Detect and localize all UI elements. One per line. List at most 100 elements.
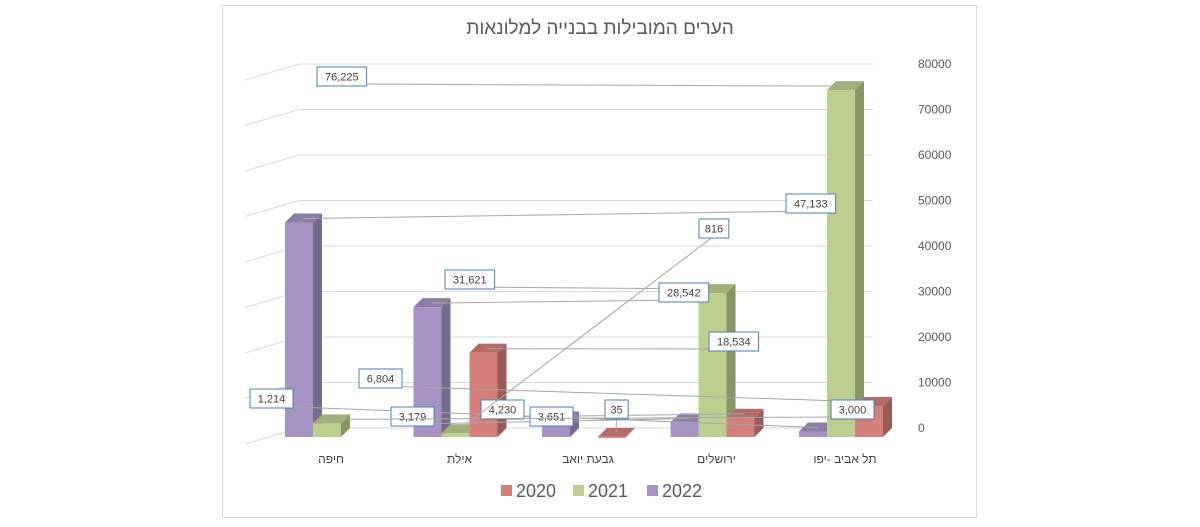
data-label-box <box>708 331 760 352</box>
category-label: חיפה <box>318 452 344 466</box>
legend-item: 2022 <box>647 481 702 501</box>
category-label: ירושלים <box>697 452 736 466</box>
bar-front <box>670 422 699 437</box>
data-label-box <box>529 406 574 427</box>
data-label-box <box>830 399 875 420</box>
bar-front <box>598 436 626 438</box>
data-label-text: 31,621 <box>453 275 487 287</box>
gridline-side <box>244 154 300 172</box>
bar-side <box>441 298 451 437</box>
legend-swatch <box>647 485 658 496</box>
data-label: 47,133 <box>302 193 837 220</box>
bar-side <box>341 414 350 437</box>
data-label-box <box>249 388 294 409</box>
y-tick-label: 80000 <box>918 57 952 71</box>
gridline-side <box>244 200 300 217</box>
y-tick-label: 20000 <box>918 330 952 344</box>
data-label: 35 <box>604 399 629 433</box>
y-tick-label: 40000 <box>918 239 952 253</box>
data-labels: 1,214 76,225 6,804 3,179 31,621 4,230 3,651 35 2… <box>249 66 875 433</box>
bar-side <box>754 408 764 437</box>
leader-line <box>459 235 715 430</box>
data-label-text: 28,542 <box>667 288 701 300</box>
data-label: 816 <box>459 218 730 430</box>
bar-front <box>827 90 855 438</box>
chart-frame: הערים המובילות בבנייה למלונאות 0 10000 200… <box>222 5 977 518</box>
data-label: 3,000 <box>330 399 875 420</box>
y-tick-label: 60000 <box>918 148 952 162</box>
data-label-text: 3,651 <box>538 412 566 424</box>
data-label-box <box>390 406 435 427</box>
legend: 2020 2021 2022 <box>501 481 702 501</box>
bar-front <box>313 423 341 437</box>
bar-front <box>441 433 470 437</box>
chart-title: הערים המובילות בבנייה למלונאות <box>466 18 734 39</box>
bar-front <box>469 352 498 437</box>
category-label: תל אביב -יפו <box>813 452 876 466</box>
data-label: 3,651 <box>529 406 574 427</box>
data-label: 76,225 <box>316 66 846 87</box>
data-label-box <box>698 218 730 239</box>
bar-side <box>626 427 635 437</box>
gridline-side <box>244 109 300 126</box>
category-label: גבעת יואב <box>562 452 614 466</box>
data-label: 18,534 <box>487 331 760 352</box>
bar-side <box>855 81 864 438</box>
leader-line <box>330 416 853 420</box>
y-tick-label: 70000 <box>918 103 952 117</box>
data-label-box <box>658 282 710 303</box>
legend-item: 2021 <box>573 481 628 501</box>
data-label-box <box>358 368 403 389</box>
bar-top <box>726 408 764 418</box>
bar-front <box>799 431 827 437</box>
bar <box>827 81 864 438</box>
gridline-side <box>244 63 300 81</box>
bar <box>698 284 736 437</box>
bar <box>726 408 764 437</box>
data-label-text: 76,225 <box>325 72 359 84</box>
leader-line <box>302 210 811 220</box>
bar-top <box>469 343 507 353</box>
gridlines <box>244 63 873 445</box>
data-label-text: 6,804 <box>367 374 395 386</box>
legend-item: 2020 <box>501 481 556 501</box>
data-label: 31,621 <box>444 269 717 290</box>
legend-label: 2022 <box>662 481 702 501</box>
leader-line <box>380 385 874 403</box>
data-label-text: 1,214 <box>258 394 286 406</box>
leader-line <box>341 83 846 87</box>
data-label: 3,179 <box>390 406 689 427</box>
bar-side <box>883 397 892 437</box>
legend-label: 2020 <box>516 481 556 501</box>
bar-top <box>827 81 864 91</box>
x-axis: תל אביב -יפו ירושלים גבעת יואב אילת חיפה <box>318 452 876 466</box>
bar-side <box>726 284 736 437</box>
data-label-text: 4,230 <box>489 405 517 417</box>
y-tick-label: 10000 <box>918 376 952 390</box>
data-label-text: 3,000 <box>839 405 867 417</box>
data-label: 28,542 <box>431 282 710 304</box>
data-label-text: 47,133 <box>794 199 828 211</box>
data-label: 6,804 <box>358 368 874 403</box>
data-label-text: 18,534 <box>717 337 751 349</box>
bar-front <box>698 293 727 437</box>
y-tick-label: 0 <box>918 421 925 435</box>
leader-line <box>431 299 684 304</box>
y-axis: 0 10000 20000 30000 40000 50000 60000 70000 8000… <box>918 57 952 435</box>
y-tick-label: 50000 <box>918 194 952 208</box>
data-label-box <box>785 193 837 214</box>
data-label-text: 3,179 <box>399 412 427 424</box>
data-label-box <box>444 269 496 290</box>
bar-side <box>313 213 322 437</box>
legend-swatch <box>501 485 512 496</box>
chart-svg: הערים המובילות בבנייה למלונאות 0 10000 200… <box>244 18 952 501</box>
data-label-box <box>604 399 629 420</box>
bar-front <box>726 417 755 437</box>
data-label-text: 35 <box>610 405 622 417</box>
legend-label: 2021 <box>588 481 628 501</box>
category-label: אילת <box>447 452 473 466</box>
legend-swatch <box>573 485 584 496</box>
y-tick-label: 30000 <box>918 285 952 299</box>
bar <box>313 414 350 437</box>
bar-top <box>799 422 836 432</box>
